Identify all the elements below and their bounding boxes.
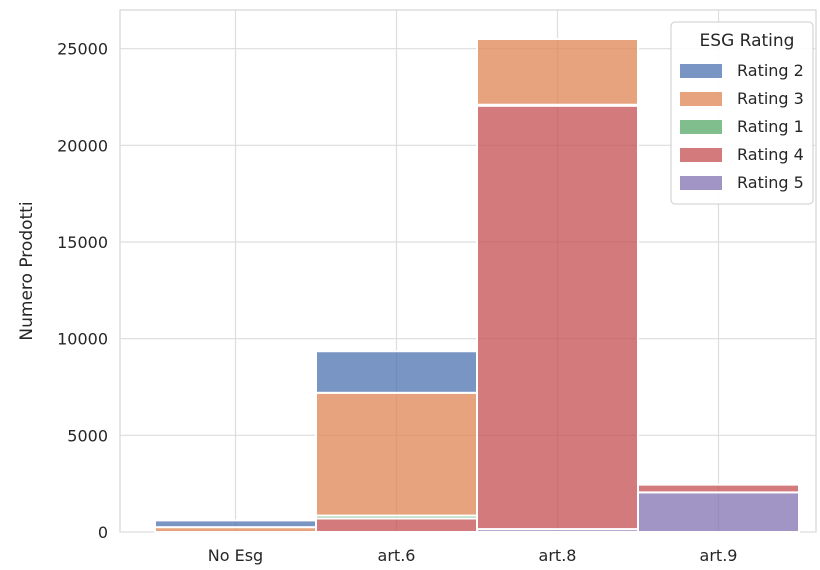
y-tick-label: 10000 xyxy=(57,330,108,349)
y-tick-labels: 0 5000 10000 15000 20000 25000 xyxy=(57,40,108,542)
legend-label: Rating 3 xyxy=(737,89,804,108)
bar-segment xyxy=(637,491,800,534)
bar-segment xyxy=(315,517,478,534)
legend-label: Rating 4 xyxy=(737,145,804,164)
legend-label: Rating 1 xyxy=(737,117,804,136)
y-tick-label: 15000 xyxy=(57,233,108,252)
bar-segment xyxy=(154,519,317,529)
legend-swatch xyxy=(680,176,722,190)
legend-items: Rating 2 Rating 3 Rating 1 Rating 4 Rating 5 xyxy=(680,61,804,192)
legend-swatch xyxy=(680,92,722,106)
legend-swatch xyxy=(680,148,722,162)
y-axis-label: Numero Prodotti xyxy=(17,201,37,340)
y-tick-label: 0 xyxy=(98,523,108,542)
x-tick-label: art.9 xyxy=(700,546,738,565)
y-tick-label: 20000 xyxy=(57,136,108,155)
x-tick-labels: No Esg art.6 art.8 art.9 xyxy=(208,546,738,565)
legend-swatch xyxy=(680,120,722,134)
bar-segment xyxy=(637,483,800,494)
x-tick-label: art.6 xyxy=(378,546,416,565)
x-tick-label: No Esg xyxy=(208,546,263,565)
legend-title: ESG Rating xyxy=(700,31,795,51)
legend-label: Rating 5 xyxy=(737,173,804,192)
bar-segment xyxy=(476,38,639,106)
bar-segment xyxy=(315,350,478,394)
legend-swatch xyxy=(680,64,722,78)
y-tick-label: 5000 xyxy=(67,426,108,445)
bar-segment xyxy=(476,104,639,531)
x-tick-label: art.8 xyxy=(539,546,577,565)
bar-segment xyxy=(315,391,478,517)
bars xyxy=(154,38,800,534)
y-tick-label: 25000 xyxy=(57,40,108,59)
legend-label: Rating 2 xyxy=(737,61,804,80)
